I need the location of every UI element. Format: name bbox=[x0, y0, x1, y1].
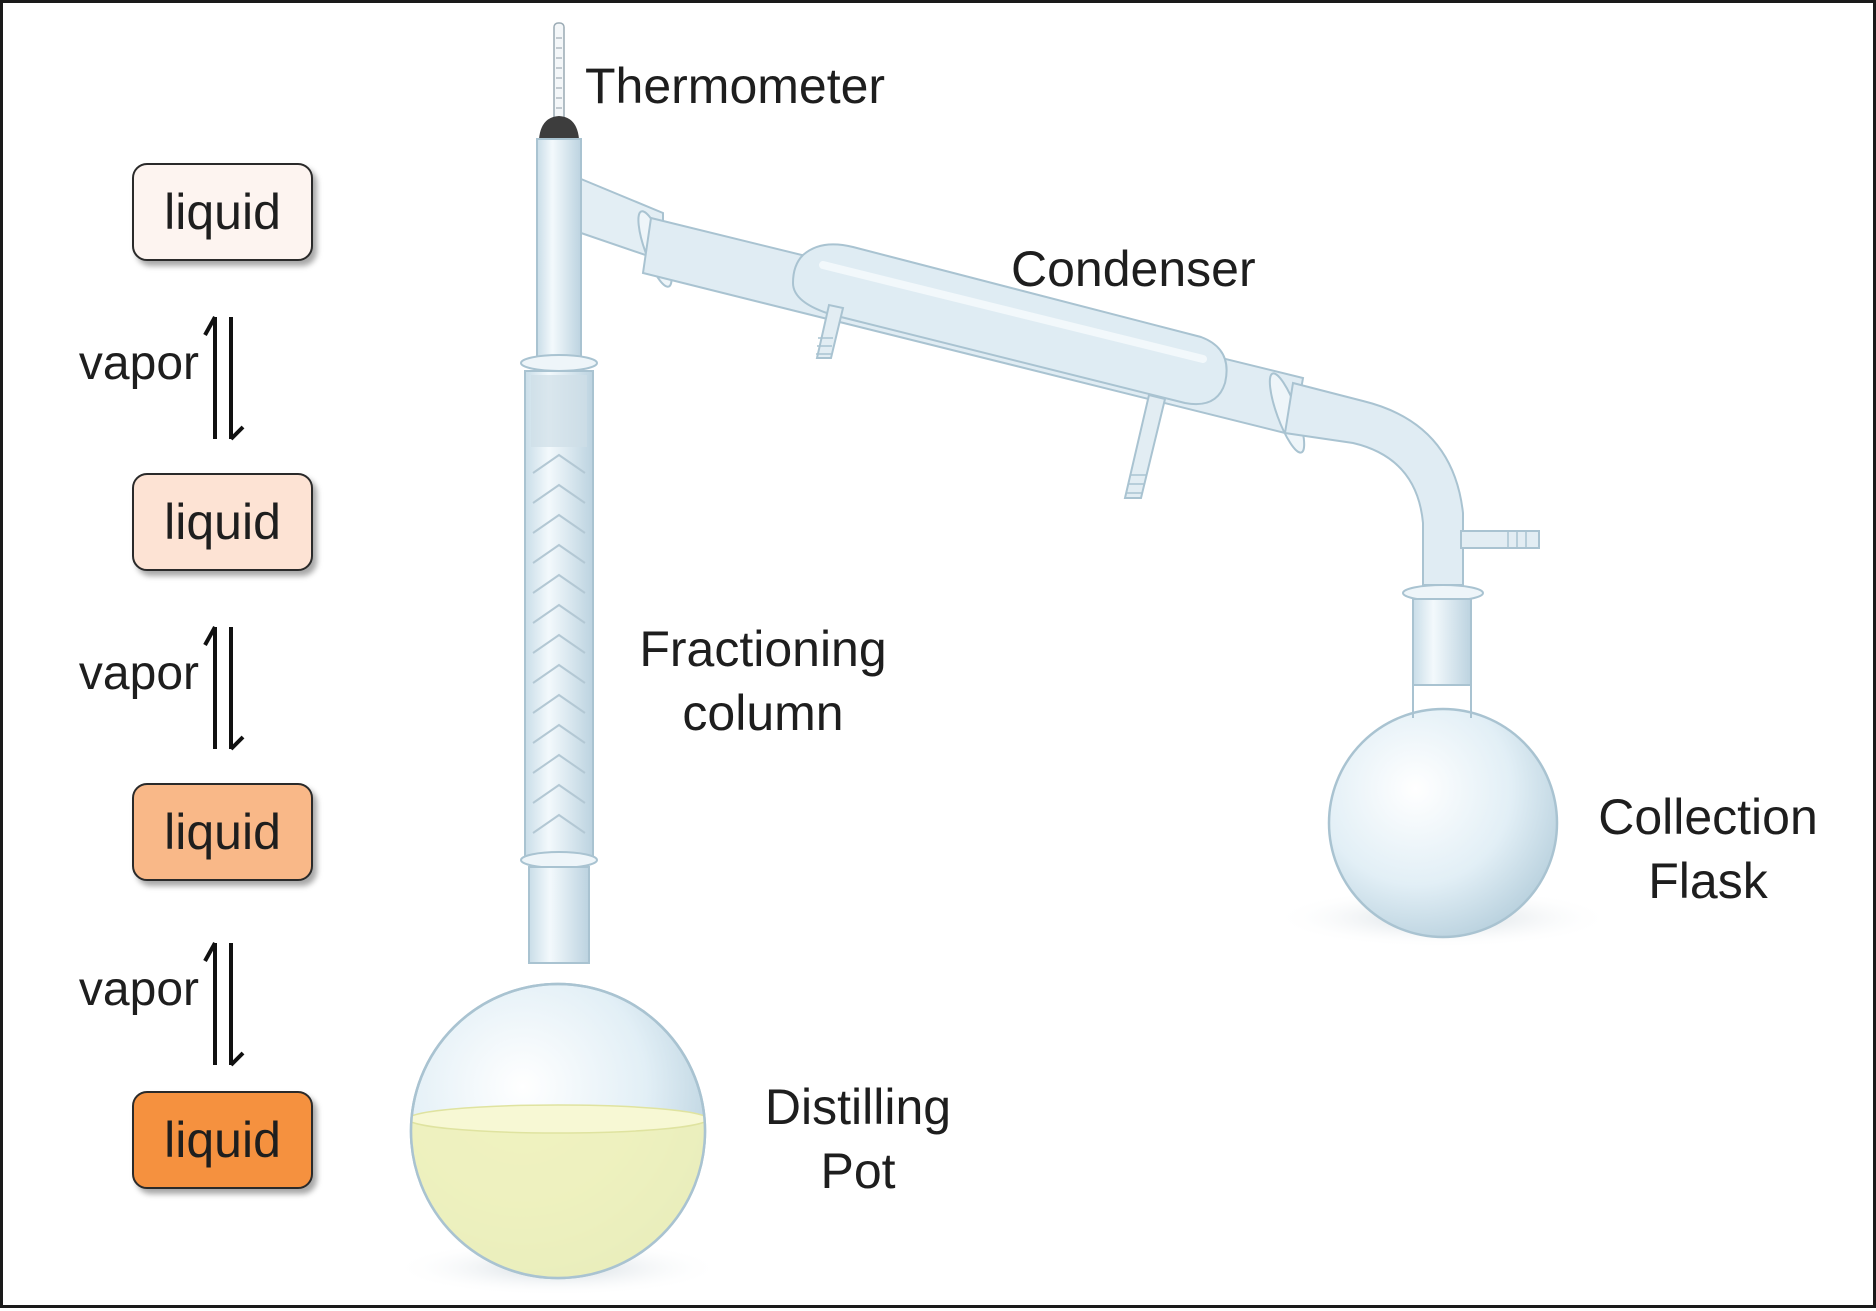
distillation-apparatus bbox=[393, 22, 1613, 1296]
distilling-pot-label-line2: Pot bbox=[820, 1143, 896, 1199]
pot-liquid bbox=[411, 1107, 705, 1278]
liquid-box-1: liquid bbox=[132, 163, 313, 261]
liquid-box-2: liquid bbox=[132, 473, 313, 571]
water-nozzle-lower bbox=[1123, 393, 1167, 499]
collection-flask-label-line2: Flask bbox=[1648, 853, 1768, 909]
distilling-pot-neck bbox=[528, 866, 590, 964]
fractioning-column-label-line1: Fractioning bbox=[639, 621, 887, 677]
collection-flask-body bbox=[1327, 707, 1559, 939]
fractioning-column-label-line2: column bbox=[682, 685, 844, 741]
distillation-head bbox=[536, 138, 582, 365]
liquid-box-3: liquid bbox=[132, 783, 313, 881]
distilling-pot-label-line1: Distilling bbox=[764, 1079, 952, 1135]
vapor-label-1: vapor bbox=[78, 337, 199, 390]
water-nozzle-upper bbox=[815, 303, 845, 359]
collection-flask-label-line1: Collection bbox=[1598, 789, 1818, 845]
vacuum-adapter bbox=[1283, 381, 1464, 586]
equilibrium-arrow-icon bbox=[203, 316, 245, 441]
fractioning-column bbox=[524, 370, 594, 860]
equilibrium-arrow-icon bbox=[203, 942, 245, 1067]
vapor-label-3: vapor bbox=[78, 963, 199, 1016]
vapor-label-2: vapor bbox=[78, 647, 199, 700]
equilibrium-arrow-icon bbox=[203, 626, 245, 751]
thermometer bbox=[539, 22, 579, 139]
collection-flask-neck bbox=[1412, 598, 1472, 686]
condenser-label: Condenser bbox=[1011, 241, 1256, 297]
liquid-box-4: liquid bbox=[132, 1091, 313, 1189]
thermometer-label: Thermometer bbox=[585, 58, 886, 114]
column-packing bbox=[532, 453, 586, 834]
